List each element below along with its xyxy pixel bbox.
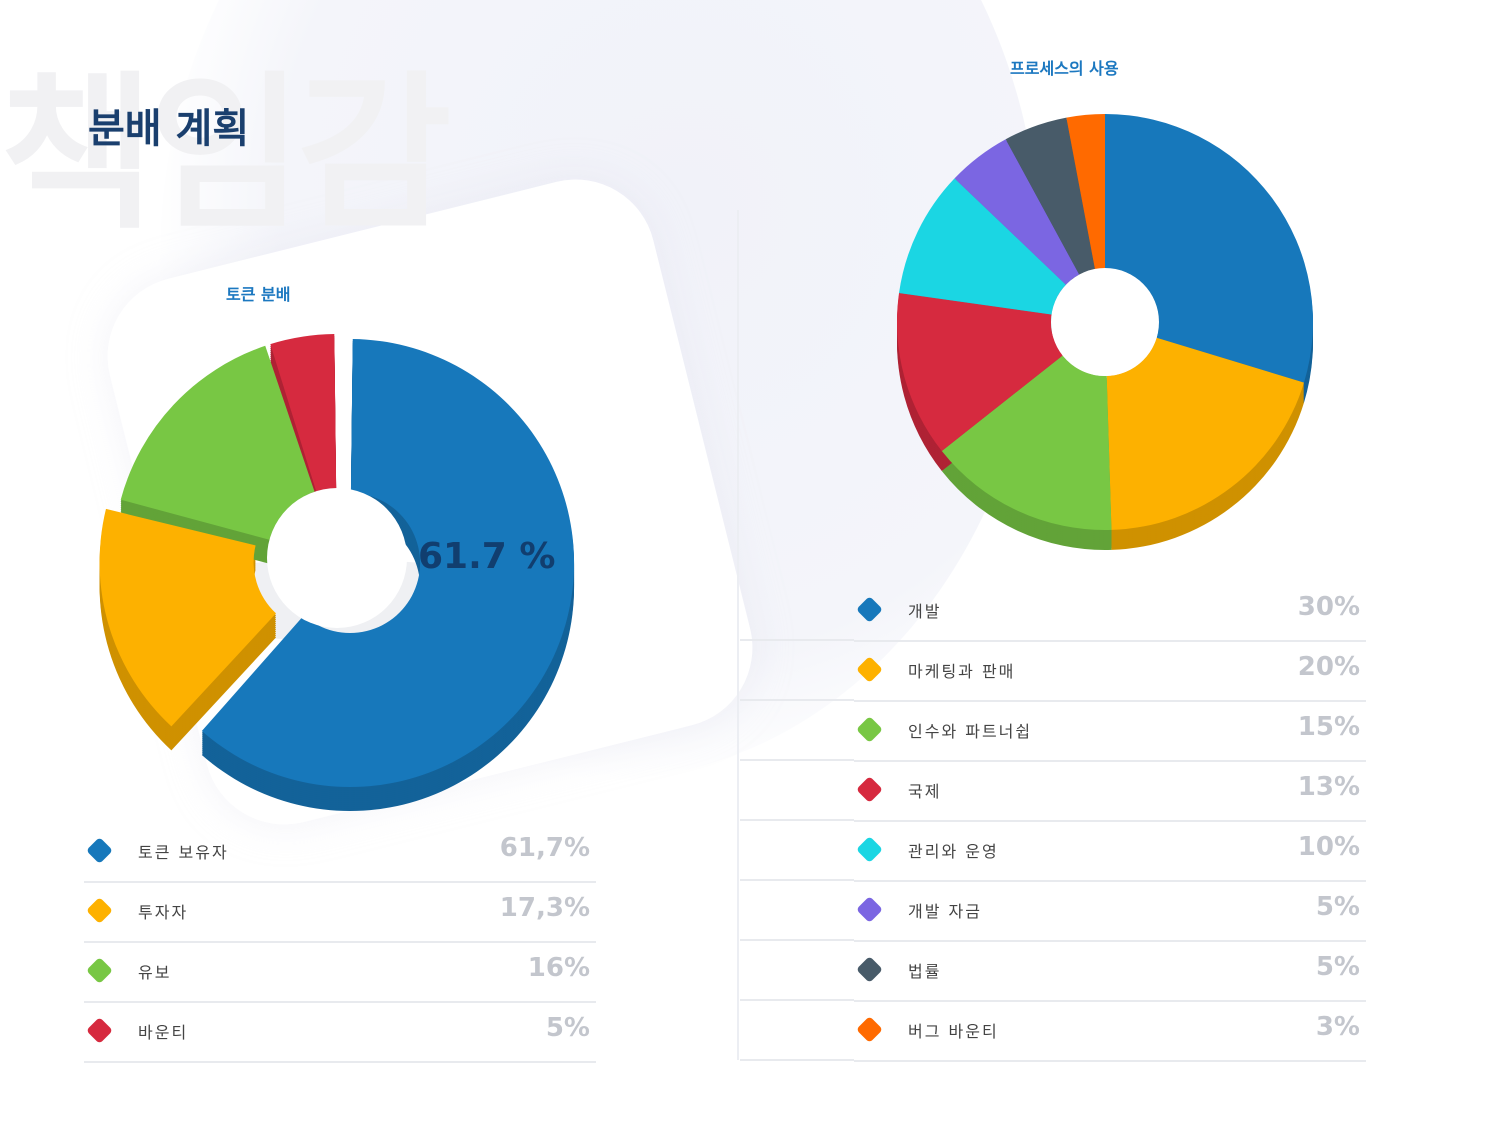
legend-value: 16% bbox=[527, 953, 590, 983]
pie-slice-마케팅과 판매 bbox=[1106, 337, 1304, 530]
legend-diamond-icon bbox=[856, 956, 883, 983]
legend-label: 토큰 보유자 bbox=[138, 843, 229, 862]
row-separator bbox=[740, 939, 854, 941]
legend-diamond-icon bbox=[856, 656, 883, 683]
pie-slice-관리와 운영 bbox=[899, 178, 1066, 315]
legend-label: 마케팅과 판매 bbox=[908, 662, 1016, 681]
pie-slice-개발 자금 bbox=[954, 139, 1080, 285]
process-usage-title: 프로세스의 사용 bbox=[1010, 59, 1119, 78]
pie-slice-법률 bbox=[1005, 117, 1095, 275]
legend-value: 17,3% bbox=[499, 893, 590, 923]
legend-row-dev-fund: 개발 자금 5% bbox=[854, 880, 1366, 942]
pie-slice-투자자 bbox=[99, 508, 277, 727]
legend-value: 13% bbox=[1297, 772, 1360, 802]
legend-diamond-icon bbox=[856, 776, 883, 803]
legend-row-bug-bounty: 버그 바운티 3% bbox=[854, 1000, 1366, 1062]
legend-row-investors: 투자자 17,3% bbox=[84, 881, 596, 943]
pie-slice-국제 bbox=[896, 292, 1063, 451]
page-title: 분배 계획 bbox=[88, 106, 250, 152]
legend-value: 61,7% bbox=[499, 833, 590, 863]
legend-value: 10% bbox=[1297, 832, 1360, 862]
pie-slice-토큰 보유자 bbox=[201, 339, 575, 788]
legend-row-acquisitions: 인수와 파트너쉽 15% bbox=[854, 700, 1366, 762]
token-distribution-title: 토큰 분배 bbox=[226, 285, 291, 304]
legend-diamond-icon bbox=[86, 957, 113, 984]
legend-diamond-icon bbox=[856, 716, 883, 743]
legend-diamond-icon bbox=[86, 1017, 113, 1044]
row-separator bbox=[740, 639, 854, 641]
legend-label: 버그 바운티 bbox=[908, 1022, 999, 1041]
legend-label: 유보 bbox=[138, 963, 172, 982]
legend-label: 국제 bbox=[908, 782, 942, 801]
legend-value: 5% bbox=[1315, 952, 1360, 982]
pie-hole bbox=[267, 488, 407, 628]
legend-row-token-holders: 토큰 보유자 61,7% bbox=[84, 821, 596, 883]
row-separator bbox=[740, 879, 854, 881]
row-separator bbox=[740, 999, 854, 1001]
legend-diamond-icon bbox=[86, 897, 113, 924]
legend-value: 3% bbox=[1315, 1012, 1360, 1042]
legend-label: 관리와 운영 bbox=[908, 842, 999, 861]
row-separator bbox=[740, 759, 854, 761]
legend-row-bounty: 바운티 5% bbox=[84, 1001, 596, 1063]
legend-label: 개발 bbox=[908, 602, 942, 621]
row-separator bbox=[740, 1059, 854, 1061]
legend-value: 20% bbox=[1297, 652, 1360, 682]
legend-value: 5% bbox=[545, 1013, 590, 1043]
pie-slice-바운티 bbox=[270, 334, 337, 492]
token-holders-center-label: 61.7 % bbox=[418, 536, 556, 577]
legend-diamond-icon bbox=[86, 837, 113, 864]
legend-row-reserve: 유보 16% bbox=[84, 941, 596, 1003]
pie-slice-버그 바운티 bbox=[1066, 114, 1105, 269]
legend-value: 30% bbox=[1297, 592, 1360, 622]
legend-diamond-icon bbox=[856, 596, 883, 623]
pie-slice-인수와 파트너쉽 bbox=[941, 355, 1112, 530]
legend-label: 법률 bbox=[908, 962, 942, 981]
pie-hole bbox=[1051, 268, 1159, 376]
legend-label: 개발 자금 bbox=[908, 902, 982, 921]
legend-diamond-icon bbox=[856, 836, 883, 863]
legend-row-legal: 법률 5% bbox=[854, 940, 1366, 1002]
legend-value: 5% bbox=[1315, 892, 1360, 922]
pie-slice-개발 bbox=[1105, 114, 1314, 383]
legend-row-marketing: 마케팅과 판매 20% bbox=[854, 640, 1366, 702]
row-separator bbox=[740, 819, 854, 821]
legend-diamond-icon bbox=[856, 896, 883, 923]
legend-row-management: 관리와 운영 10% bbox=[854, 820, 1366, 882]
legend-label: 투자자 bbox=[138, 903, 189, 922]
vertical-divider bbox=[737, 210, 739, 1060]
legend-label: 바운티 bbox=[138, 1023, 189, 1042]
legend-row-international: 국제 13% bbox=[854, 760, 1366, 822]
watermark-text: 책임감 bbox=[0, 56, 452, 252]
legend-value: 15% bbox=[1297, 712, 1360, 742]
legend-row-development: 개발 30% bbox=[854, 580, 1366, 642]
legend-diamond-icon bbox=[856, 1016, 883, 1043]
legend-label: 인수와 파트너쉽 bbox=[908, 722, 1033, 741]
row-separator bbox=[740, 699, 854, 701]
pie-slice-유보 bbox=[120, 345, 315, 540]
